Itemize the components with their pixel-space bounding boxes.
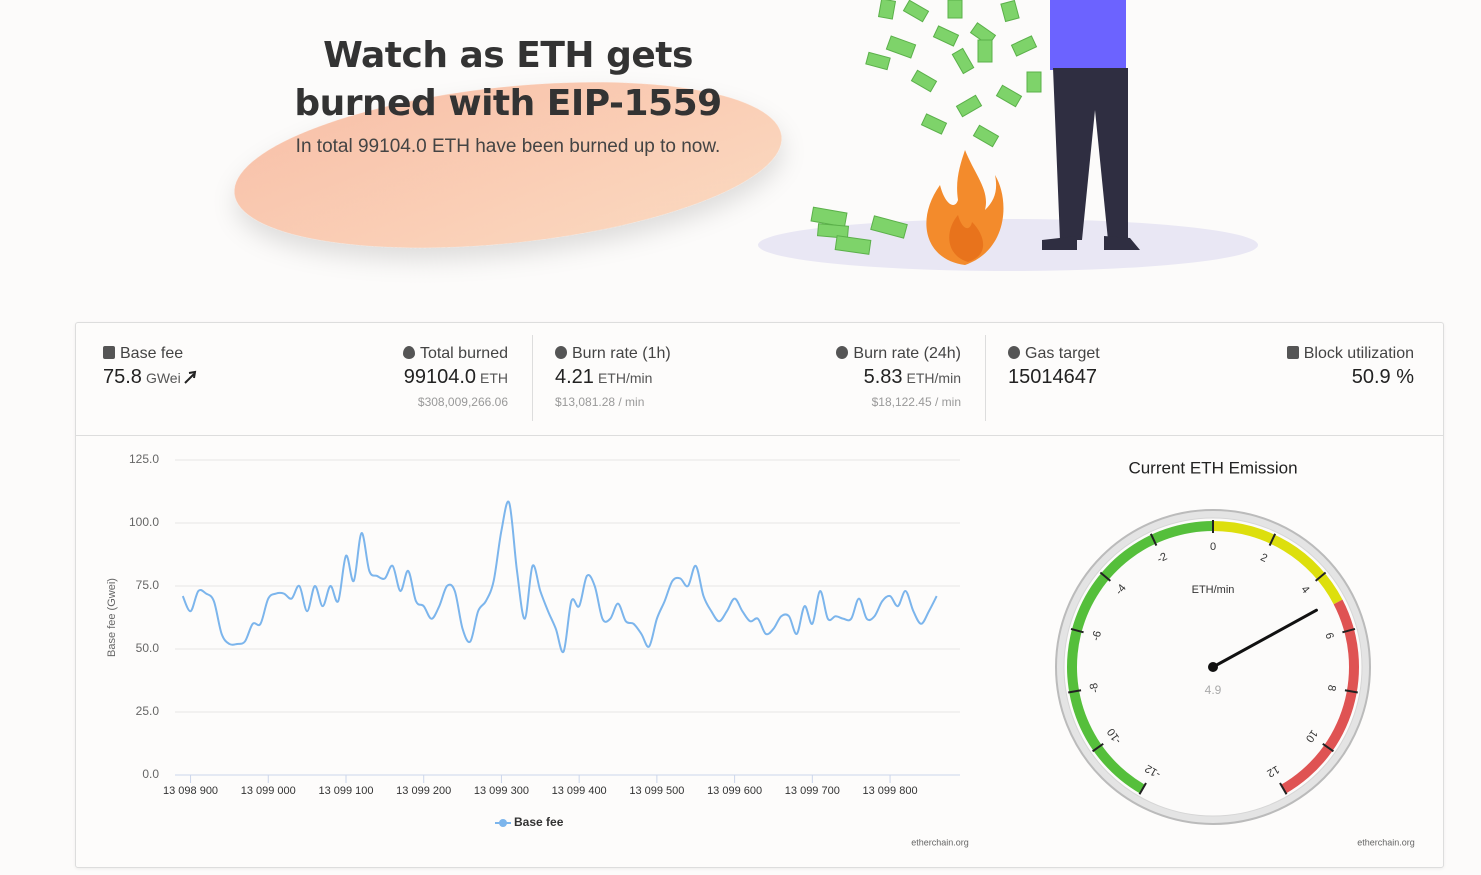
trend-icon [183, 370, 196, 384]
gauge-tick [1315, 571, 1327, 582]
gauge-band [1213, 521, 1343, 605]
y-tick-label: 125.0 [129, 452, 159, 466]
gauge-unit: ETH/min [1192, 584, 1235, 596]
illustration [758, 0, 1258, 271]
divider [76, 435, 1443, 436]
gauge-tick [1099, 571, 1111, 582]
gauge-needle [1211, 608, 1318, 669]
gauge-value: 4.9 [1205, 683, 1222, 697]
gauge-tick [1070, 627, 1084, 634]
gauge-tick [1268, 533, 1277, 546]
stat-sub: $18,122.45 / min [871, 395, 961, 409]
y-tick-label: 50.0 [136, 641, 160, 655]
stat: Burn rate (1h) 4.21 ETH/min $13,081.28 / … [555, 345, 855, 409]
legend-label: Base fee [514, 815, 564, 829]
stat-value: 5.83 [863, 366, 903, 388]
gauge-tick-label: 12 [1265, 763, 1282, 780]
stat-unit: GWei [145, 370, 181, 386]
stat-label: Base fee [120, 345, 184, 362]
gauge-tick [1279, 782, 1288, 795]
gauge-tick-label: 2 [1258, 551, 1269, 564]
y-tick-label: 25.0 [136, 704, 160, 718]
gauge-tick [1344, 689, 1358, 694]
y-tick-label: 0.0 [142, 767, 159, 781]
y-tick-label: 75.0 [136, 578, 160, 592]
stat: Total burned 99104.0 ETH $308,009,266.06 [208, 345, 508, 409]
x-tick-label: 13 099 200 [396, 785, 451, 797]
x-tick-label: 13 099 300 [474, 785, 529, 797]
stat-value: 75.8 [103, 366, 142, 388]
x-tick-label: 13 099 500 [629, 785, 684, 797]
x-tick-label: 13 099 000 [241, 785, 296, 797]
stat-value: 99104.0 [403, 366, 476, 388]
stat-unit: ETH [480, 370, 508, 386]
gauge-tick-label: -6 [1090, 630, 1104, 643]
credit: etherchain.org [1357, 837, 1415, 847]
stat-value: 4.21 [555, 366, 594, 388]
gauge-tick [1068, 689, 1082, 694]
stat: Block utilization 50.9 % [1114, 345, 1414, 389]
gauge-tick-label: -8 [1088, 682, 1102, 694]
stat: Base fee 75.8 GWei [103, 345, 403, 389]
stat: Gas target 15014647 [1008, 345, 1308, 389]
stat-sub: $308,009,266.06 [417, 395, 508, 409]
legend-marker [499, 819, 507, 827]
divider [532, 335, 533, 421]
stat-label: Burn rate (24h) [853, 345, 961, 362]
x-tick-label: 13 099 400 [552, 785, 607, 797]
y-tick-label: 100.0 [129, 515, 159, 529]
y-axis-title: Base fee (Gwei) [106, 578, 118, 657]
divider [985, 335, 986, 421]
gauge-tick-label: 6 [1322, 631, 1335, 640]
needle-pivot [1208, 662, 1218, 672]
x-tick-label: 13 099 100 [318, 785, 373, 797]
gauge-tick-label: 0 [1210, 541, 1216, 553]
stat-label: Total burned [419, 345, 508, 362]
gauge-tick-label: 10 [1303, 727, 1320, 744]
gauge-tick [1342, 627, 1356, 634]
gauge-band [1281, 599, 1359, 794]
hero-blob [234, 82, 782, 248]
gauge-tick [1092, 743, 1104, 753]
gauge-tick [1322, 743, 1334, 753]
stat-sub: $13,081.28 / min [555, 395, 645, 409]
gauge-tick [1138, 782, 1147, 795]
x-tick-label: 13 099 600 [707, 785, 762, 797]
series-line [181, 500, 938, 654]
stat-label: Gas target [1025, 345, 1100, 362]
stat-unit: ETH/min [906, 370, 961, 386]
x-tick-label: 13 099 700 [785, 785, 840, 797]
x-tick-label: 13 098 900 [163, 785, 218, 797]
gauge-tick-label: 8 [1325, 684, 1338, 692]
gauge-tick-label: -2 [1155, 551, 1169, 566]
hero-subtitle: In total 99104.0 ETH have been burned up… [295, 136, 721, 157]
stat-value: 15014647 [1008, 366, 1097, 388]
stat-unit: ETH/min [597, 370, 653, 386]
x-tick-label: 13 099 800 [863, 785, 918, 797]
hero-title: Watch as ETH gets burned with EIP-1559 [294, 35, 722, 124]
stat-label: Block utilization [1303, 345, 1414, 362]
credit: etherchain.org [911, 837, 969, 847]
stat-label: Burn rate (1h) [572, 345, 671, 362]
gauge-title: Current ETH Emission [1128, 458, 1297, 477]
stat-value: 50.9 % [1351, 366, 1414, 388]
gauge-tick [1149, 533, 1158, 546]
stat: Burn rate (24h) 5.83 ETH/min $18,122.45 /… [661, 345, 961, 409]
